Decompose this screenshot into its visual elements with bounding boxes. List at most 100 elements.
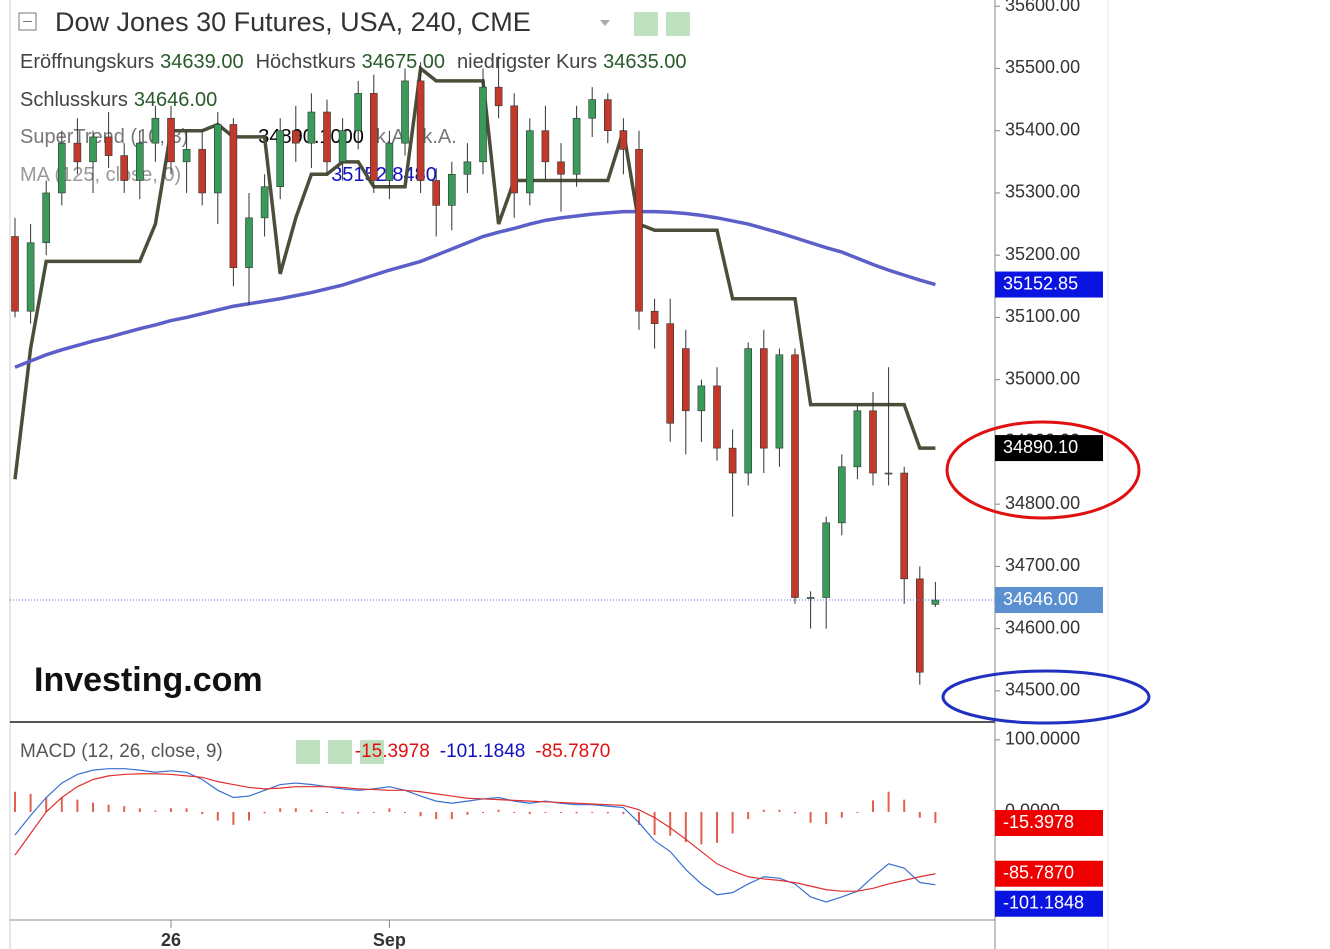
candle-body (884, 472, 893, 475)
candle-body (541, 130, 550, 163)
price-tag (995, 271, 1103, 298)
candle-body (572, 117, 581, 175)
dropdown-arrow[interactable] (600, 20, 610, 26)
candle-body (713, 385, 721, 449)
price-tag-label: -15.3978 (1003, 812, 1074, 832)
candle-body (260, 186, 269, 219)
legend-row: Schlusskurs 34646.00 (20, 89, 217, 111)
candle-body (198, 149, 206, 194)
settings-button[interactable] (296, 740, 320, 764)
legend-value: 35152.8480 (331, 164, 437, 186)
candle-body (463, 161, 472, 175)
candle-body (791, 354, 799, 598)
y-tick-label: 35100.00 (1005, 306, 1080, 326)
y-tick-label: 34500.00 (1005, 680, 1080, 700)
macd-line (14, 773, 936, 892)
x-tick-label: 26 (161, 930, 181, 949)
candle-body (182, 149, 191, 163)
highlight-ellipse (945, 420, 1141, 520)
y-tick-label: 35400.00 (1005, 119, 1080, 139)
legend-name: MACD (12, 26, close, 9) (20, 741, 223, 762)
legend-name: Schlusskurs (20, 89, 128, 111)
candle-body (869, 410, 877, 474)
y-tick-label: 35000.00 (1005, 368, 1080, 388)
legend-name: Eröffnungskurs (20, 51, 154, 73)
logo: Investing.com (34, 661, 263, 699)
settings-button[interactable] (634, 12, 658, 36)
candle-body (291, 130, 300, 144)
candle-body (89, 136, 97, 163)
price-tag (995, 860, 1103, 887)
candle-body (245, 217, 253, 268)
candle-body (510, 105, 519, 194)
y-tick-label: 100.0000 (1005, 729, 1080, 749)
candle-body (635, 149, 643, 312)
legend-value: 34646.00 (134, 89, 217, 111)
legend-name: SuperTrend (10, 3) (20, 126, 188, 148)
candle-body (432, 180, 441, 206)
highlight-ellipse (941, 669, 1151, 725)
collapse-button[interactable] (18, 12, 37, 31)
candle-body (557, 161, 565, 175)
price-tag (995, 810, 1103, 837)
candle-body (167, 117, 175, 163)
legend-value: -85.7870 (535, 741, 610, 762)
candle-body (853, 410, 862, 468)
candle-body (151, 117, 160, 144)
legend-value: 34639.00 (160, 51, 243, 73)
y-tick-label: 34700.00 (1005, 555, 1080, 575)
legend-value: 34675.00 (362, 51, 445, 73)
price-tag-label: 35152.85 (1003, 273, 1078, 293)
candle-body (136, 142, 144, 181)
price-tag-label: 34890.10 (1003, 437, 1078, 457)
candle-body (354, 93, 363, 132)
legend-name: MA (125, close, 0) (20, 164, 181, 186)
legend-name: Höchstkurs (256, 51, 356, 73)
candle-body (229, 124, 238, 268)
legend-value: -15.3978 (355, 741, 430, 762)
candle-body (401, 80, 409, 144)
candle-body (697, 385, 706, 412)
legend-value: 34635.00 (603, 51, 686, 73)
y-tick-label: 35300.00 (1005, 182, 1080, 202)
candle-body (338, 130, 347, 163)
candle-body (120, 155, 128, 181)
candle-body (276, 130, 285, 188)
candle-body (447, 173, 456, 206)
plot-layer: Dow Jones 30 Futures, USA, 240, CME Eröff… (10, 0, 1103, 949)
y-tick-label: 35500.00 (1005, 57, 1080, 77)
candle-body (619, 130, 628, 150)
close-button[interactable] (360, 740, 384, 764)
candle-body (650, 310, 659, 324)
settings-button[interactable] (328, 740, 352, 764)
legend-value: k.A. (422, 126, 456, 148)
candle-body (728, 447, 737, 474)
macd-line (14, 768, 936, 903)
legend-row: MACD (12, 26, close, 9) -15.3978 -101.1848… (20, 741, 610, 762)
settings-button[interactable] (666, 12, 690, 36)
candle-body (416, 80, 425, 181)
legend-row: Eröffnungskurs 34639.00 Höchstkurs 34675.00… (20, 51, 687, 73)
price-tag (995, 435, 1103, 462)
candle-body (11, 236, 19, 312)
y-tick-label: 35600.00 (1005, 0, 1080, 15)
candle-body (479, 86, 487, 163)
candle-body (73, 142, 82, 163)
legend-name: niedrigster Kurs (457, 51, 597, 73)
candle-body (26, 242, 35, 312)
y-tick-label: 35200.00 (1005, 244, 1080, 264)
price-tag (995, 890, 1103, 917)
price-tag-label: -101.1848 (1003, 892, 1084, 912)
candle-body (588, 99, 597, 119)
candle-body (603, 99, 612, 132)
candle-body (822, 522, 831, 598)
candle-body (837, 466, 846, 524)
candle-body (915, 578, 924, 673)
candle-body (900, 472, 909, 580)
candle-body (42, 192, 51, 244)
candle-body (494, 86, 503, 107)
candle-body (775, 354, 784, 449)
